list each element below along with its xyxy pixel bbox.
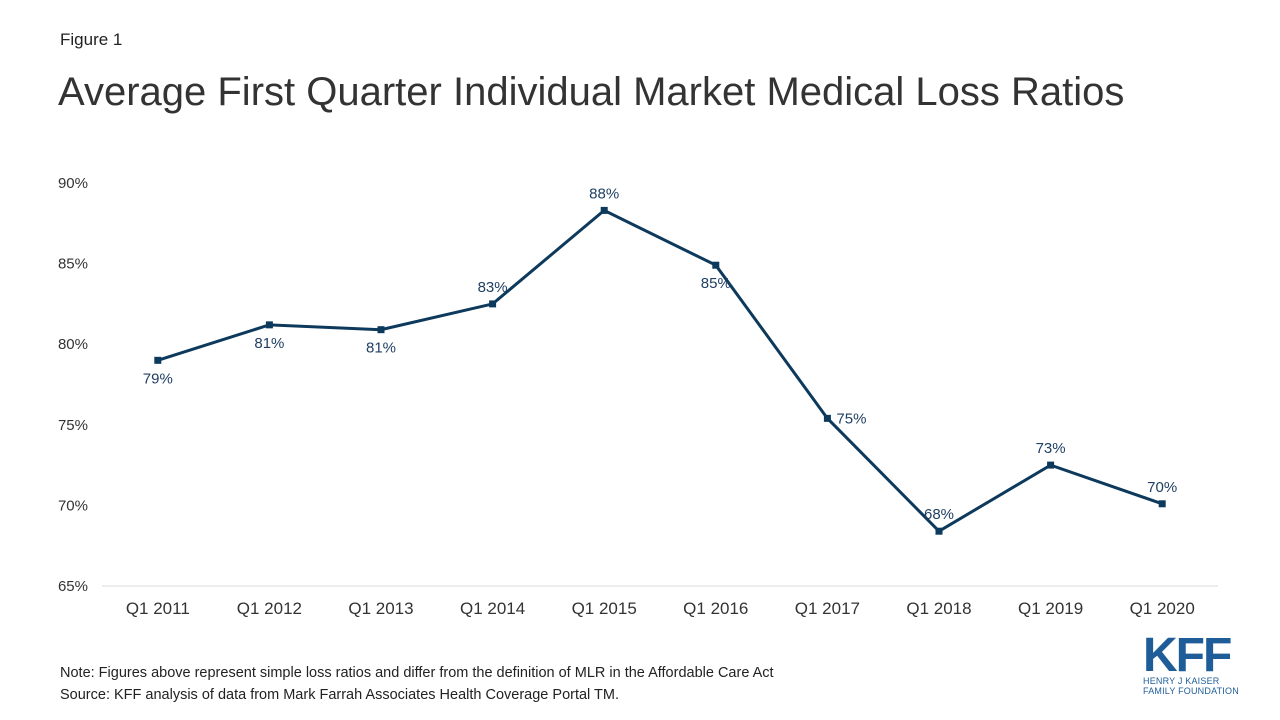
y-tick-label: 85% [58, 256, 88, 273]
data-point [377, 326, 385, 334]
x-tick-label: Q1 2012 [237, 599, 302, 618]
data-label: 73% [1036, 440, 1066, 457]
data-label: 81% [254, 335, 284, 352]
logo-line-1: HENRY J KAISER [1143, 676, 1220, 686]
x-tick-label: Q1 2018 [906, 599, 971, 618]
x-tick-label: Q1 2013 [348, 599, 413, 618]
x-tick-label: Q1 2014 [460, 599, 525, 618]
data-label: 75% [836, 410, 866, 427]
data-points [154, 206, 1166, 535]
y-tick-label: 70% [58, 497, 88, 514]
data-point [600, 206, 608, 214]
note-text: Note: Figures above represent simple los… [60, 665, 774, 681]
data-label: 68% [924, 506, 954, 523]
data-point [265, 321, 273, 329]
data-labels: 79% 81% 81% 83% 88% 85% 75% 68% 73% 70% [143, 185, 1177, 523]
data-point [1047, 461, 1055, 469]
x-tick-label: Q1 2019 [1018, 599, 1083, 618]
footnote: Note: Figures above represent simple los… [60, 662, 774, 706]
x-tick-label: Q1 2011 [126, 599, 190, 618]
data-point [935, 527, 943, 535]
data-point [489, 300, 497, 308]
data-label: 81% [366, 340, 396, 357]
data-label: 83% [478, 279, 508, 296]
chart-title: Average First Quarter Individual Market … [58, 70, 1125, 114]
x-axis: Q1 2011 Q1 2012 Q1 2013 Q1 2014 Q1 2015 Q1 20… [126, 599, 1195, 618]
kff-logo: KFF HENRY J KAISER FAMILY FOUNDATION [1143, 629, 1239, 700]
data-point [1158, 500, 1166, 508]
data-point [712, 261, 720, 269]
y-tick-label: 75% [58, 417, 88, 434]
figure-label: Figure 1 [60, 30, 123, 49]
x-tick-label: Q1 2020 [1130, 599, 1195, 618]
source-text: Source: KFF analysis of data from Mark F… [60, 687, 620, 703]
data-label: 88% [589, 185, 619, 202]
data-point [154, 356, 162, 364]
x-tick-label: Q1 2015 [572, 599, 637, 618]
x-tick-label: Q1 2016 [683, 599, 748, 618]
data-label: 79% [143, 370, 173, 387]
y-tick-label: 65% [58, 578, 88, 595]
logo-line-2: FAMILY FOUNDATION [1143, 686, 1239, 696]
y-tick-label: 90% [58, 175, 88, 192]
data-label: 85% [701, 275, 731, 292]
y-axis: 65% 70% 75% 80% 85% 90% [58, 175, 88, 595]
data-label: 70% [1147, 479, 1177, 496]
x-tick-label: Q1 2017 [795, 599, 860, 618]
y-tick-label: 80% [58, 336, 88, 353]
series-line [157, 208, 1163, 534]
logo-mark: KFF [1143, 629, 1232, 682]
data-point [823, 414, 831, 422]
